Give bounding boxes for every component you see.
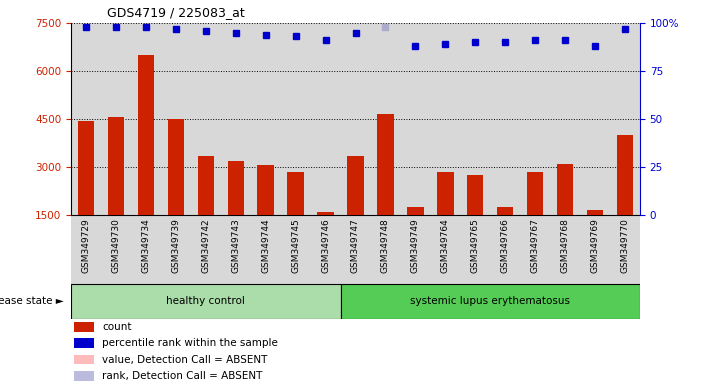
Bar <box>281 23 311 215</box>
Text: GSM349744: GSM349744 <box>261 218 270 273</box>
Bar <box>467 175 483 215</box>
Text: GSM349749: GSM349749 <box>411 218 420 273</box>
Text: GSM349739: GSM349739 <box>171 218 181 273</box>
Text: value, Detection Call = ABSENT: value, Detection Call = ABSENT <box>102 354 268 364</box>
Bar <box>490 215 520 284</box>
Bar <box>168 119 184 215</box>
Bar <box>587 210 603 215</box>
Bar <box>407 207 424 215</box>
Text: GSM349745: GSM349745 <box>291 218 300 273</box>
Bar <box>131 23 161 215</box>
Bar <box>221 23 251 215</box>
Bar <box>341 284 640 319</box>
Bar <box>580 23 610 215</box>
Bar <box>520 215 550 284</box>
Text: GSM349768: GSM349768 <box>560 218 570 273</box>
Bar <box>251 23 281 215</box>
Bar <box>198 156 214 215</box>
Bar <box>460 23 490 215</box>
Bar <box>71 284 341 319</box>
Text: GSM349746: GSM349746 <box>321 218 330 273</box>
Bar <box>191 23 221 215</box>
Text: GSM349764: GSM349764 <box>441 218 450 273</box>
Text: GSM349765: GSM349765 <box>471 218 480 273</box>
Bar <box>311 23 341 215</box>
Text: GSM349769: GSM349769 <box>591 218 599 273</box>
Bar <box>228 161 244 215</box>
Bar <box>378 114 394 215</box>
Bar <box>74 371 94 381</box>
Text: GDS4719 / 225083_at: GDS4719 / 225083_at <box>107 6 245 19</box>
Text: percentile rank within the sample: percentile rank within the sample <box>102 338 278 348</box>
Text: disease state ►: disease state ► <box>0 296 64 306</box>
Bar <box>616 135 634 215</box>
Bar <box>74 338 94 348</box>
Text: GSM349747: GSM349747 <box>351 218 360 273</box>
Bar <box>400 215 430 284</box>
Bar <box>550 215 580 284</box>
Bar <box>341 215 370 284</box>
Bar <box>281 215 311 284</box>
Bar <box>370 23 400 215</box>
Text: GSM349730: GSM349730 <box>112 218 120 273</box>
Bar <box>430 23 460 215</box>
Text: GSM349766: GSM349766 <box>501 218 510 273</box>
Bar <box>101 23 131 215</box>
Bar <box>161 23 191 215</box>
Text: GSM349729: GSM349729 <box>82 218 90 273</box>
Bar <box>580 215 610 284</box>
Bar <box>161 215 191 284</box>
Bar <box>101 215 131 284</box>
Text: GSM349734: GSM349734 <box>141 218 151 273</box>
Bar <box>460 215 490 284</box>
Bar <box>347 156 364 215</box>
Bar <box>527 172 543 215</box>
Bar <box>400 23 430 215</box>
Bar <box>108 118 124 215</box>
Bar <box>71 23 101 215</box>
Text: GSM349770: GSM349770 <box>621 218 629 273</box>
Bar <box>191 215 221 284</box>
Bar <box>557 164 573 215</box>
Bar <box>520 23 550 215</box>
Bar <box>610 215 640 284</box>
Text: GSM349748: GSM349748 <box>381 218 390 273</box>
Bar <box>341 23 370 215</box>
Bar <box>138 55 154 215</box>
Text: GSM349743: GSM349743 <box>231 218 240 273</box>
Bar <box>71 215 101 284</box>
Bar <box>257 166 274 215</box>
Bar <box>317 212 333 215</box>
Bar <box>370 215 400 284</box>
Bar <box>311 215 341 284</box>
Bar <box>251 215 281 284</box>
Text: count: count <box>102 322 132 332</box>
Text: healthy control: healthy control <box>166 296 245 306</box>
Text: GSM349742: GSM349742 <box>201 218 210 273</box>
Bar <box>550 23 580 215</box>
Bar <box>610 23 640 215</box>
Bar <box>74 355 94 364</box>
Bar <box>287 172 304 215</box>
Text: GSM349767: GSM349767 <box>530 218 540 273</box>
Bar <box>430 215 460 284</box>
Bar <box>131 215 161 284</box>
Bar <box>497 207 513 215</box>
Bar <box>437 172 454 215</box>
Text: rank, Detection Call = ABSENT: rank, Detection Call = ABSENT <box>102 371 263 381</box>
Bar <box>490 23 520 215</box>
Bar <box>74 322 94 332</box>
Bar <box>221 215 251 284</box>
Bar <box>77 121 95 215</box>
Text: systemic lupus erythematosus: systemic lupus erythematosus <box>410 296 570 306</box>
